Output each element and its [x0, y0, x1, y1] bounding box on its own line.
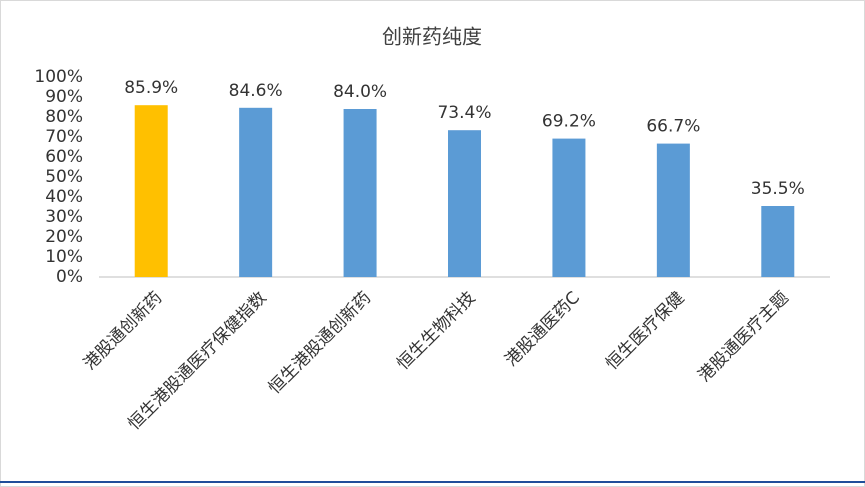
value-label: 73.4%: [437, 103, 491, 123]
bar: [761, 206, 795, 277]
y-tick-label: 30%: [45, 207, 83, 227]
y-tick-label: 90%: [45, 87, 83, 107]
y-tick-label: 70%: [45, 127, 83, 147]
bar: [656, 143, 690, 277]
x-tick-label: 恒生生物科技: [393, 288, 479, 374]
bar: [448, 130, 481, 277]
y-tick-label: 0%: [56, 267, 83, 287]
y-tick-label: 100%: [34, 67, 83, 87]
x-tick-label: 恒生医疗保健: [602, 288, 688, 374]
y-tick-label: 40%: [45, 187, 83, 207]
y-tick-label: 50%: [45, 167, 83, 187]
y-tick-label: 10%: [45, 247, 83, 267]
x-tick-label: 港股通创新药: [80, 288, 166, 374]
value-label: 69.2%: [542, 112, 596, 132]
bar: [552, 138, 586, 277]
bar: [343, 109, 377, 277]
value-label: 85.9%: [124, 78, 178, 98]
y-tick-label: 80%: [45, 107, 83, 127]
x-tick-label: 港股通医疗主题: [695, 288, 793, 386]
bar: [134, 105, 168, 277]
x-tick-label: 港股通医药C: [501, 288, 584, 371]
value-label: 84.0%: [333, 82, 387, 102]
bar: [239, 107, 273, 277]
value-label: 84.6%: [229, 81, 283, 101]
y-tick-label: 20%: [45, 227, 83, 247]
chart-title: 创新药纯度: [382, 25, 482, 49]
x-tick-label: 恒生港股通创新药: [265, 288, 375, 398]
value-label: 35.5%: [751, 179, 805, 199]
y-tick-label: 60%: [45, 147, 83, 167]
value-label: 66.7%: [646, 117, 700, 137]
